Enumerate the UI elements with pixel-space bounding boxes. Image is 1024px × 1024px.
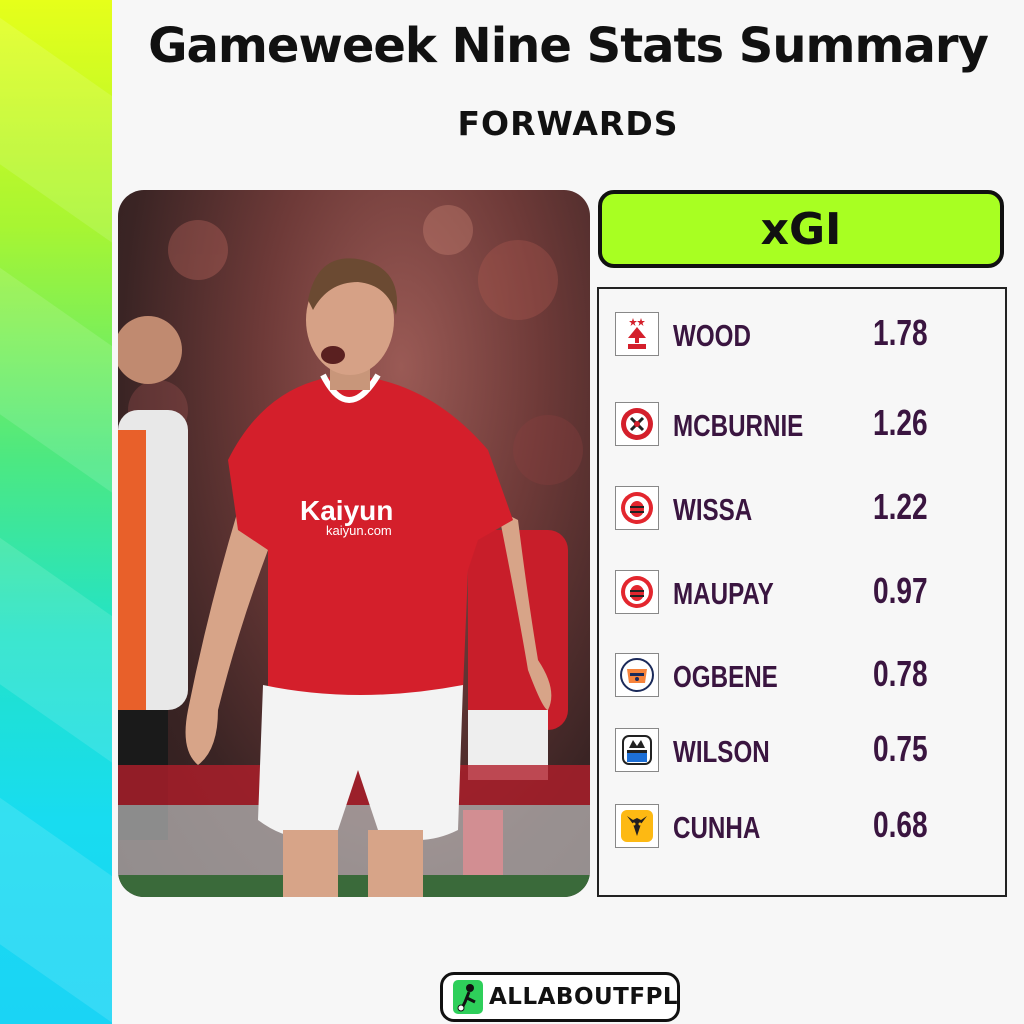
luton-town-crest-icon bbox=[615, 653, 659, 697]
brentford-crest-icon bbox=[615, 486, 659, 530]
wolves-crest-icon bbox=[615, 804, 659, 848]
table-row: WOOD 1.78 bbox=[599, 312, 1005, 358]
player-photo: Kaiyun kaiyun.com bbox=[118, 190, 590, 897]
stat-header-badge: xGI bbox=[598, 190, 1004, 268]
table-row: WILSON 0.75 bbox=[599, 728, 1005, 774]
player-name: OGBENE bbox=[673, 659, 778, 694]
table-row: WISSA 1.22 bbox=[599, 486, 1005, 532]
newcastle-crest-icon bbox=[615, 728, 659, 772]
stats-table: WOOD 1.78 MCBURNIE 1.26 WISSA 1.22 bbox=[597, 287, 1007, 897]
shirt-sponsor-url-text: kaiyun.com bbox=[326, 523, 392, 538]
player-name: MCBURNIE bbox=[673, 408, 804, 443]
football-player-icon bbox=[453, 980, 483, 1014]
nottingham-forest-crest-icon bbox=[615, 312, 659, 356]
player-name: MAUPAY bbox=[673, 576, 774, 611]
page-title: Gameweek Nine Stats Summary bbox=[148, 18, 989, 74]
xgi-value: 1.26 bbox=[873, 402, 928, 443]
brentford-crest-icon bbox=[615, 570, 659, 614]
xgi-value: 0.68 bbox=[873, 804, 928, 845]
player-name: WILSON bbox=[673, 734, 770, 769]
player-name: CUNHA bbox=[673, 810, 761, 845]
table-row: OGBENE 0.78 bbox=[599, 653, 1005, 699]
brand-name: ALLABOUTFPL bbox=[489, 984, 679, 1010]
player-name: WOOD bbox=[673, 318, 751, 353]
shirt-sponsor-text: Kaiyun bbox=[300, 495, 393, 526]
xgi-value: 1.78 bbox=[873, 312, 928, 353]
player-name: WISSA bbox=[673, 492, 753, 527]
table-row: MAUPAY 0.97 bbox=[599, 570, 1005, 616]
table-row: CUNHA 0.68 bbox=[599, 804, 1005, 850]
table-row: MCBURNIE 1.26 bbox=[599, 402, 1005, 448]
position-subtitle: FORWARDS bbox=[457, 104, 679, 143]
xgi-value: 0.75 bbox=[873, 728, 928, 769]
gradient-side-strip bbox=[0, 0, 112, 1024]
sheffield-united-crest-icon bbox=[615, 402, 659, 446]
xgi-value: 1.22 bbox=[873, 486, 928, 527]
xgi-value: 0.78 bbox=[873, 653, 928, 694]
xgi-value: 0.97 bbox=[873, 570, 928, 611]
brand-logo: ALLABOUTFPL bbox=[440, 972, 680, 1022]
